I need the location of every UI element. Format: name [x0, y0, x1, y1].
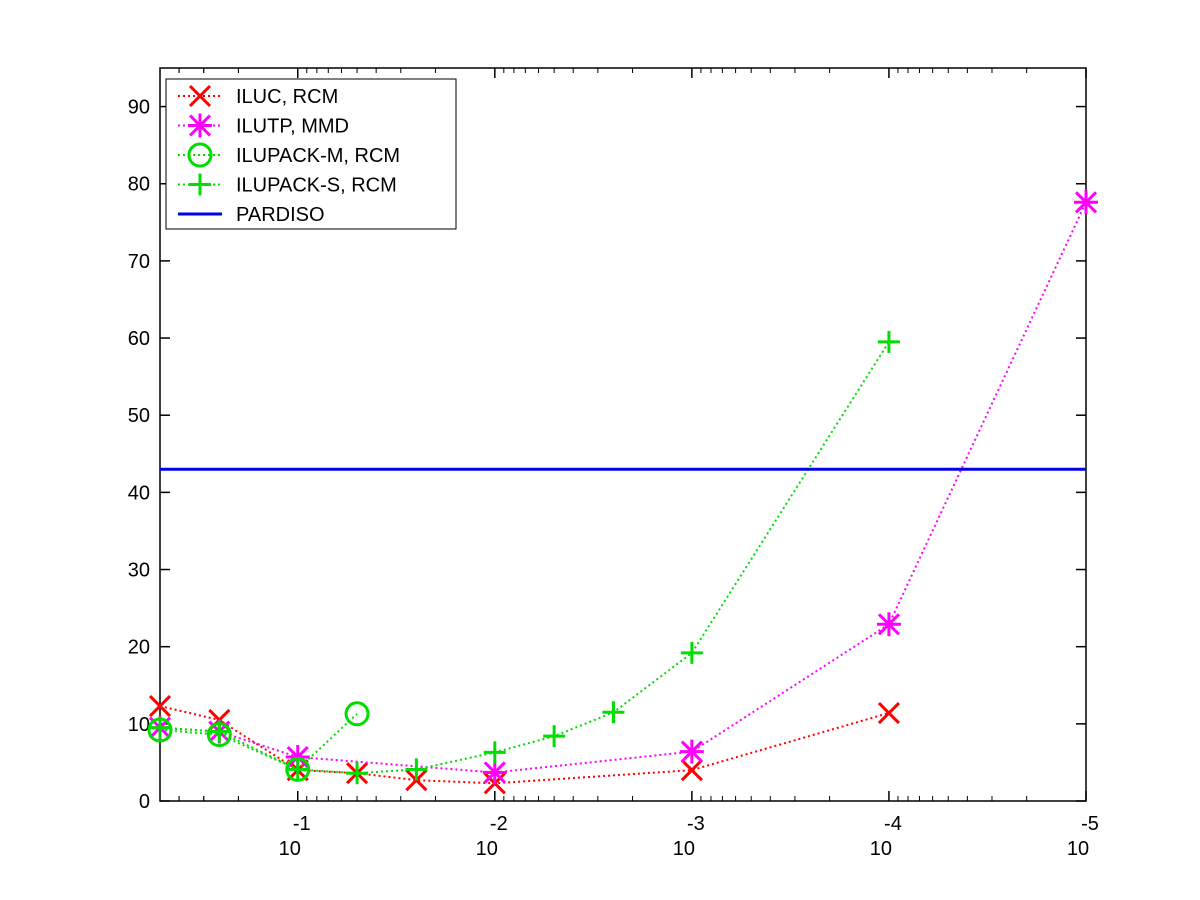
series-layer: [147, 190, 1098, 795]
x-tick-label-base: 10: [673, 838, 695, 860]
y-tick-label: 80: [128, 174, 150, 196]
x-tick-label-exponent: -3: [687, 813, 705, 835]
y-tick-label: 90: [128, 97, 150, 119]
x-tick-label-base: 10: [1067, 838, 1089, 860]
x-tick-label-exponent: -2: [490, 813, 508, 835]
data-point: [188, 84, 212, 108]
x-axis: 10 -1 10 -2 10 -3 10 -4 10 -5: [279, 68, 1099, 860]
x-tick-label-exponent: -4: [884, 813, 902, 835]
x-tick-label-exponent: -1: [293, 813, 311, 835]
legend-label: ILUPACK-S, RCM: [236, 175, 397, 197]
data-point: [877, 701, 900, 725]
y-tick-label: 30: [128, 560, 150, 582]
y-tick-label: 60: [128, 328, 150, 350]
x-tick-label-base: 10: [870, 838, 892, 860]
legend: ILUC, RCM ILUTP, MMD ILUPACK-M, RCM ILUPACK…: [165, 78, 457, 230]
series-3: [149, 330, 900, 785]
series-line: [159, 705, 890, 785]
legend-label: ILUTP, MMD: [236, 116, 349, 138]
legend-label: PARDISO: [236, 204, 325, 226]
x-tick-label-base: 10: [279, 838, 301, 860]
y-tick-label: 50: [128, 405, 150, 427]
y-tick-label: 20: [128, 637, 150, 659]
data-point: [680, 759, 703, 782]
y-tick-label: 70: [128, 251, 150, 273]
y-tick-label: 10: [128, 714, 150, 736]
legend-label: ILUC, RCM: [236, 86, 338, 108]
legend-label: ILUPACK-M, RCM: [236, 145, 400, 167]
data-point: [187, 142, 213, 168]
data-point: [344, 701, 370, 727]
y-tick-label: 40: [128, 482, 150, 504]
x-tick-label-exponent: -5: [1081, 813, 1099, 835]
x-tick-label-base: 10: [476, 838, 498, 860]
x-minor-ticks: [159, 68, 1028, 801]
series-line: [159, 341, 890, 775]
series-line: [159, 713, 358, 771]
data-point: [148, 695, 172, 718]
y-tick-label: 0: [139, 791, 150, 813]
